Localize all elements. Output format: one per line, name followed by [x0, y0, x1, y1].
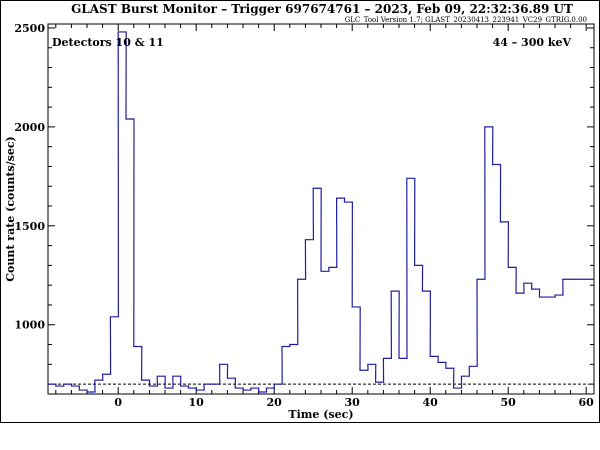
x-ticks: 0 10 20 30 40 50 60 [55, 24, 595, 409]
count-rate-series [48, 31, 594, 393]
x-tick-label: 60 [579, 396, 595, 409]
y-axis-label: Count rate (counts/sec) [4, 136, 17, 281]
energy-range-annotation: 44 – 300 keV [493, 36, 572, 49]
y-tick-label: 2500 [14, 22, 45, 35]
y-ticks: 1000 1500 2000 2500 [14, 22, 594, 385]
chart-title: GLAST Burst Monitor – Trigger 697674761 … [71, 2, 573, 16]
y-tick-label: 2000 [14, 121, 45, 134]
y-tick-label: 1000 [14, 319, 45, 332]
x-tick-label: 20 [267, 396, 283, 409]
x-axis-label: Time (sec) [288, 408, 353, 421]
x-tick-label: 40 [423, 396, 439, 409]
detectors-annotation: Detectors 10 & 11 [52, 36, 164, 49]
x-tick-label: 0 [114, 396, 122, 409]
x-tick-label: 50 [501, 396, 517, 409]
y-tick-label: 1500 [14, 220, 45, 233]
x-tick-label: 10 [189, 396, 205, 409]
chart-subtitle: GLC_Tool Version 1.7; GLAST_20230413_223… [345, 16, 587, 24]
x-tick-label: 30 [345, 396, 361, 409]
outer-frame [0, 0, 600, 423]
